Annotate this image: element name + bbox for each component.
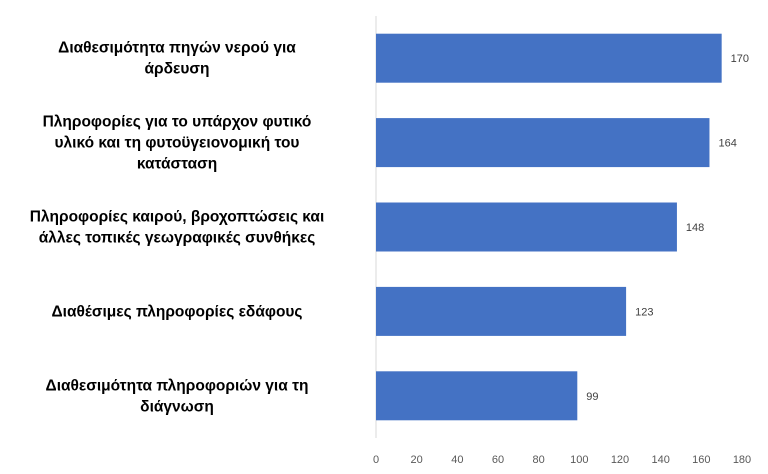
x-tick-label: 180 — [733, 454, 751, 466]
bar — [376, 286, 627, 336]
category-label: Διαθεσιμότητα πληροφοριών για τη διάγνωση — [46, 377, 309, 415]
x-tick-label: 20 — [411, 454, 423, 466]
data-label: 164 — [718, 138, 736, 150]
bar — [376, 371, 578, 421]
data-label: 123 — [635, 306, 653, 318]
x-tick-label: 120 — [611, 454, 629, 466]
data-label: 148 — [686, 222, 704, 234]
x-tick-label: 0 — [373, 454, 379, 466]
bar — [376, 118, 710, 168]
bar — [376, 33, 722, 83]
x-tick-label: 100 — [570, 454, 588, 466]
data-labels: 170 164 148 123 99 — [586, 53, 749, 403]
x-tick-label: 40 — [451, 454, 463, 466]
category-label: Πληροφορίες καιρού, βροχοπτώσεις και άλλε… — [30, 209, 325, 247]
bars — [376, 33, 722, 421]
x-axis-ticks: 0 20 40 60 80 100 120 140 160 180 — [373, 454, 751, 466]
x-tick-label: 60 — [492, 454, 504, 466]
bar — [376, 202, 677, 252]
data-label: 170 — [731, 53, 749, 65]
x-tick-label: 140 — [651, 454, 669, 466]
category-labels: Διαθεσιμότητα πηγών νερού για άρδευση Πληρ… — [30, 40, 325, 416]
x-tick-label: 160 — [692, 454, 710, 466]
category-label: Πληροφορίες για το υπάρχον φυτικό υλικό κ… — [43, 114, 312, 173]
category-label: Διαθεσιμότητα πηγών νερού για άρδευση — [58, 40, 296, 78]
data-label: 99 — [586, 391, 598, 403]
x-tick-label: 80 — [533, 454, 545, 466]
category-label: Διαθέσιμες πληροφορίες εδάφους — [52, 303, 303, 320]
